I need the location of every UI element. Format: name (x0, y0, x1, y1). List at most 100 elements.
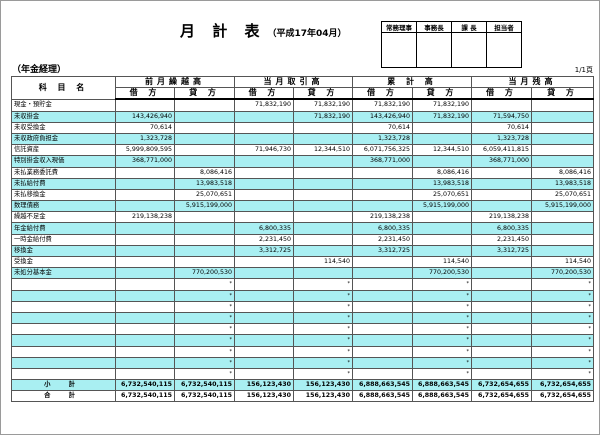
amount-cell (471, 334, 533, 347)
amount-cell: 71,946,730 (234, 144, 294, 157)
amount-cell (471, 323, 533, 336)
blank-marker: * (347, 370, 351, 377)
amount-cell (234, 121, 294, 134)
ledger-row: 信託資産 5,999,809,595 71,946,730 12,344,510 6,0… (11, 144, 595, 157)
amount-cell (115, 334, 175, 347)
amount-cell (174, 110, 235, 123)
account-name (11, 323, 116, 336)
total-amount: 6,732,654,655 (471, 379, 533, 392)
amount-cell: 368,771,000 (471, 155, 533, 168)
amount-cell: 143,426,940 (115, 110, 175, 123)
account-name (11, 289, 116, 302)
group-header: 累 計 高 (351, 75, 473, 89)
amount-cell (293, 188, 353, 202)
amount-cell (352, 166, 413, 179)
account-name: 受換金 (11, 255, 116, 269)
amount-cell: 1,323,728 (471, 132, 533, 146)
amount-cell (531, 132, 595, 146)
amount-cell: * (293, 356, 353, 369)
amount-cell: 3,312,725 (471, 244, 533, 258)
amount-cell (115, 244, 175, 258)
blank-marker: * (466, 281, 470, 288)
amount-cell (352, 367, 413, 381)
amount-cell: * (411, 300, 473, 313)
amount-cell (352, 289, 413, 302)
amount-cell (471, 267, 533, 280)
amount-cell (293, 233, 353, 246)
amount-cell: * (411, 345, 473, 358)
amount-cell: * (411, 367, 473, 381)
amount-cell: * (174, 300, 235, 313)
amount-cell (352, 345, 413, 358)
amount-cell: * (293, 323, 353, 336)
amount-cell (234, 166, 294, 179)
blank-marker: * (229, 303, 233, 310)
amount-cell (352, 311, 413, 325)
credit-header: 貸 方 (531, 87, 595, 101)
account-name: 未収掛金 (11, 110, 116, 123)
amount-cell: 6,800,335 (234, 222, 294, 235)
credit-header: 貸 方 (174, 87, 235, 101)
blank-marker: * (466, 303, 470, 310)
blank-marker: * (229, 315, 233, 322)
amount-cell: 368,771,000 (352, 155, 413, 168)
amount-cell: * (531, 356, 595, 369)
blank-marker: * (229, 292, 233, 299)
total-amount: 6,732,654,655 (531, 379, 595, 392)
amount-cell (411, 244, 473, 258)
stamp-label: 担当者 (486, 21, 522, 33)
blank-marker: * (466, 337, 470, 344)
amount-cell: 13,983,518 (174, 177, 235, 190)
amount-cell (531, 98, 595, 112)
amount-cell (471, 300, 533, 313)
blank-row: * * * * (11, 345, 595, 358)
ledger-row: 一時金給付費 2,231,450 2,231,450 2,231,450 (11, 233, 595, 246)
amount-cell: 12,344,510 (293, 144, 353, 157)
amount-cell: * (174, 323, 235, 336)
amount-cell: 25,070,651 (174, 188, 235, 202)
debit-header: 借 方 (115, 87, 175, 101)
approval-stamp-box: 常務理事 事務長 課 長 担当者 (381, 21, 522, 68)
amount-cell (352, 300, 413, 313)
amount-cell: * (174, 345, 235, 358)
total-label: 合 計 (11, 390, 116, 403)
total-amount: 6,732,654,655 (531, 390, 595, 403)
amount-cell: * (531, 311, 595, 325)
amount-cell (174, 132, 235, 146)
amount-cell (352, 188, 413, 202)
amount-cell (234, 110, 294, 123)
amount-cell: 114,540 (531, 255, 595, 269)
amount-cell: 2,231,450 (234, 233, 294, 246)
account-name: 未処分基本金 (11, 267, 116, 280)
amount-cell (471, 278, 533, 291)
account-name: 一時金給付費 (11, 233, 116, 246)
amount-cell (411, 155, 473, 168)
amount-cell: 1,323,728 (115, 132, 175, 146)
page-number: 1/1頁 (574, 66, 593, 74)
stamp-label: 常務理事 (381, 21, 417, 33)
blank-marker: * (588, 292, 592, 299)
blank-marker: * (229, 348, 233, 355)
amount-cell (293, 166, 353, 179)
debit-header: 借 方 (352, 87, 413, 101)
amount-cell (411, 233, 473, 246)
amount-cell (115, 289, 175, 302)
amount-cell (174, 255, 235, 269)
amount-cell: 71,832,190 (411, 98, 473, 112)
account-name (11, 278, 116, 291)
stamp-cell (416, 32, 452, 68)
amount-cell (471, 177, 533, 190)
amount-cell (234, 345, 294, 358)
amount-cell (471, 345, 533, 358)
ledger-row: 未払業務委託費 8,086,416 8,086,416 8,086,416 (11, 166, 595, 179)
amount-cell: 5,915,199,000 (531, 200, 595, 213)
amount-cell: 1,323,728 (352, 132, 413, 146)
amount-cell (234, 289, 294, 302)
blank-marker: * (347, 359, 351, 366)
blank-marker: * (588, 303, 592, 310)
amount-cell: * (531, 334, 595, 347)
amount-cell (234, 267, 294, 280)
blank-marker: * (466, 292, 470, 299)
amount-cell: * (531, 289, 595, 302)
amount-cell (174, 222, 235, 235)
